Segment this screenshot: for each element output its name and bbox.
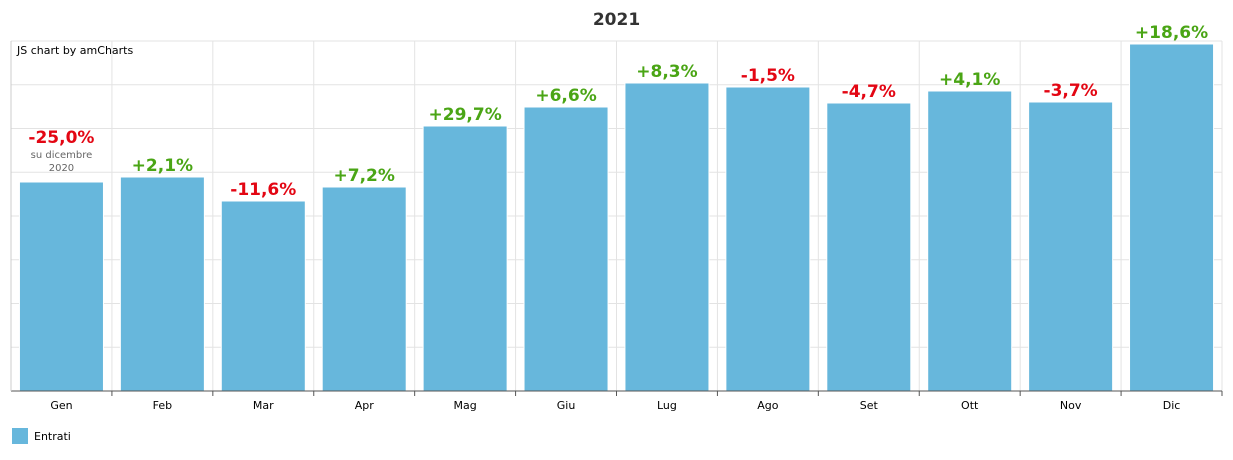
- chart-title: 2021: [592, 10, 641, 30]
- bar-feb[interactable]: [119, 176, 205, 392]
- bar-ott[interactable]: [927, 90, 1013, 392]
- first-label-note: 2020: [49, 163, 74, 174]
- x-tick-label: Ott: [961, 399, 979, 412]
- legend-swatch: [12, 428, 28, 444]
- first-label-note: su dicembre: [31, 150, 93, 161]
- bar-ago[interactable]: [725, 86, 811, 392]
- bar-mar[interactable]: [220, 200, 306, 392]
- data-label: +8,3%: [636, 62, 697, 82]
- data-label: -11,6%: [230, 180, 296, 200]
- data-label: +7,2%: [334, 166, 395, 186]
- data-label: -25,0%: [28, 128, 94, 148]
- x-tick-label: Feb: [153, 399, 172, 412]
- bars: [18, 43, 1215, 392]
- data-label: +4,1%: [939, 70, 1000, 90]
- x-tick-label: Set: [860, 399, 879, 412]
- x-axis: Gen Feb Mar Apr Mag Giu Lug Ago Set Ott Nov Dic: [10, 41, 1223, 412]
- bar-lug[interactable]: [624, 82, 710, 392]
- bar-set[interactable]: [826, 102, 912, 392]
- legend-label: Entrati: [34, 429, 71, 443]
- legend[interactable]: Entrati: [12, 428, 71, 444]
- x-tick-label: Giu: [557, 399, 576, 412]
- bar-dic[interactable]: [1129, 43, 1215, 392]
- bar-mag[interactable]: [422, 125, 508, 392]
- data-label: -3,7%: [1044, 81, 1098, 101]
- data-label: +6,6%: [535, 86, 596, 106]
- value-labels: -25,0% +2,1% -11,6% +7,2% +29,7% +6,6% +8,3% -1…: [28, 23, 1208, 200]
- bar-giu[interactable]: [523, 106, 609, 392]
- bar-gen[interactable]: [18, 181, 104, 392]
- x-tick-label: Mag: [454, 399, 477, 412]
- data-label: -4,7%: [842, 82, 896, 102]
- x-tick-label: Apr: [355, 399, 375, 412]
- data-label: +2,1%: [132, 156, 193, 176]
- data-label: +18,6%: [1135, 23, 1208, 43]
- x-tick-label: Mar: [253, 399, 274, 412]
- x-tick-label: Ago: [757, 399, 779, 412]
- x-tick-label: Dic: [1163, 399, 1181, 412]
- amcharts-credit[interactable]: JS chart by amCharts: [17, 44, 134, 57]
- x-tick-label: Nov: [1060, 399, 1082, 412]
- bar-nov[interactable]: [1028, 101, 1114, 392]
- bar-apr[interactable]: [321, 186, 407, 392]
- x-tick-label: Gen: [50, 399, 72, 412]
- x-tick-label: Lug: [657, 399, 677, 412]
- data-label: +29,7%: [429, 105, 502, 125]
- data-label: -1,5%: [741, 66, 795, 86]
